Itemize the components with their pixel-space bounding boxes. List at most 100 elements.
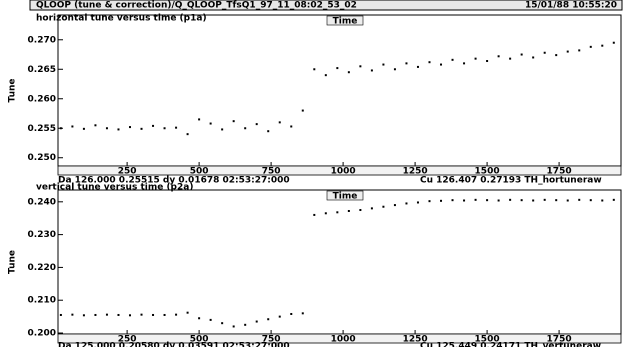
- point: [290, 312, 293, 315]
- point: [301, 312, 304, 315]
- point: [255, 320, 258, 323]
- point: [612, 41, 615, 44]
- point: [405, 202, 408, 205]
- point: [486, 199, 489, 202]
- y-tick-label: 0.270: [28, 35, 56, 45]
- point: [612, 198, 615, 201]
- y-axis-title: Tune: [8, 250, 18, 274]
- point: [278, 121, 281, 124]
- point: [221, 322, 224, 325]
- point: [82, 127, 85, 130]
- point: [244, 127, 247, 130]
- x-tick-label: 1250: [403, 335, 428, 345]
- x-tick-label: 500: [190, 335, 209, 345]
- point: [336, 211, 339, 214]
- point: [393, 204, 396, 207]
- point: [140, 127, 143, 130]
- point: [209, 318, 212, 321]
- point: [370, 69, 373, 72]
- window-title-bar: [29, 0, 623, 11]
- point: [267, 318, 270, 321]
- x-tick-label: 1750: [547, 335, 572, 345]
- point: [347, 71, 350, 74]
- point: [359, 65, 362, 68]
- point: [440, 199, 443, 202]
- point: [601, 44, 604, 47]
- point: [175, 313, 178, 316]
- point: [198, 317, 201, 320]
- point: [313, 68, 316, 71]
- point: [232, 120, 235, 123]
- point: [324, 212, 327, 215]
- x-tick-label: 750: [262, 335, 281, 345]
- x-axis-title-box: [326, 15, 364, 26]
- point: [117, 128, 120, 131]
- point: [313, 213, 316, 216]
- readout: Da 126.000 0.25515 dy 0.01678 02:53:27:0…: [58, 176, 290, 186]
- axis-strip: [57, 333, 622, 344]
- x-tick-label: 1000: [331, 167, 356, 177]
- point: [555, 199, 558, 202]
- point: [589, 45, 592, 48]
- point: [59, 127, 62, 130]
- point: [509, 198, 512, 201]
- x-tick-label: 1500: [475, 335, 500, 345]
- window-title: QLOOP (tune & correction)/Q_QLOOP_TfsQ1_…: [36, 1, 357, 11]
- y-tick-label: 0.230: [28, 230, 56, 240]
- point: [566, 199, 569, 202]
- point: [117, 313, 120, 316]
- chart-title: horizontal tune versus time (p1a): [36, 14, 207, 24]
- point: [601, 199, 604, 202]
- point: [128, 314, 131, 317]
- cursor-readout: Cu 126.407 0.27193 TH_hortuneraw: [420, 176, 602, 186]
- point: [393, 68, 396, 71]
- y-tick-label: 0.210: [28, 296, 56, 306]
- point: [578, 198, 581, 201]
- point: [416, 201, 419, 204]
- point: [451, 58, 454, 61]
- point: [290, 125, 293, 128]
- point: [532, 56, 535, 59]
- x-tick-label: 250: [118, 335, 137, 345]
- point: [186, 311, 189, 314]
- readout: Da 125.000 0.20580 dy 0.03591 02:53:27:0…: [58, 342, 290, 347]
- point: [416, 65, 419, 68]
- point: [486, 60, 489, 63]
- point: [163, 313, 166, 316]
- x-tick-label: 1750: [547, 167, 572, 177]
- point: [105, 313, 108, 316]
- y-tick-label: 0.250: [28, 153, 56, 163]
- y-tick-label: 0.200: [28, 329, 56, 339]
- x-tick-label: 1000: [331, 335, 356, 345]
- point: [301, 109, 304, 112]
- point: [474, 198, 477, 201]
- y-tick-label: 0.260: [28, 94, 56, 104]
- point: [520, 199, 523, 202]
- point: [451, 199, 454, 202]
- point: [405, 62, 408, 65]
- plot-area: [57, 14, 622, 167]
- point: [463, 62, 466, 65]
- point: [152, 313, 155, 316]
- x-tick-label: 1500: [475, 167, 500, 177]
- point: [152, 124, 155, 127]
- point: [428, 200, 431, 203]
- point: [532, 199, 535, 202]
- point: [382, 63, 385, 66]
- point: [71, 125, 74, 128]
- point: [324, 74, 327, 77]
- x-tick-label: 750: [262, 167, 281, 177]
- y-tick-label: 0.240: [28, 197, 56, 207]
- point: [336, 67, 339, 70]
- point: [359, 209, 362, 212]
- point: [163, 127, 166, 130]
- point: [267, 130, 270, 133]
- y-tick-label: 0.220: [28, 263, 56, 273]
- axis-strip: [57, 165, 622, 176]
- point: [382, 205, 385, 208]
- point: [255, 123, 258, 126]
- window-timestamp: 15/01/88 10:55:20: [525, 1, 617, 11]
- point: [474, 57, 477, 60]
